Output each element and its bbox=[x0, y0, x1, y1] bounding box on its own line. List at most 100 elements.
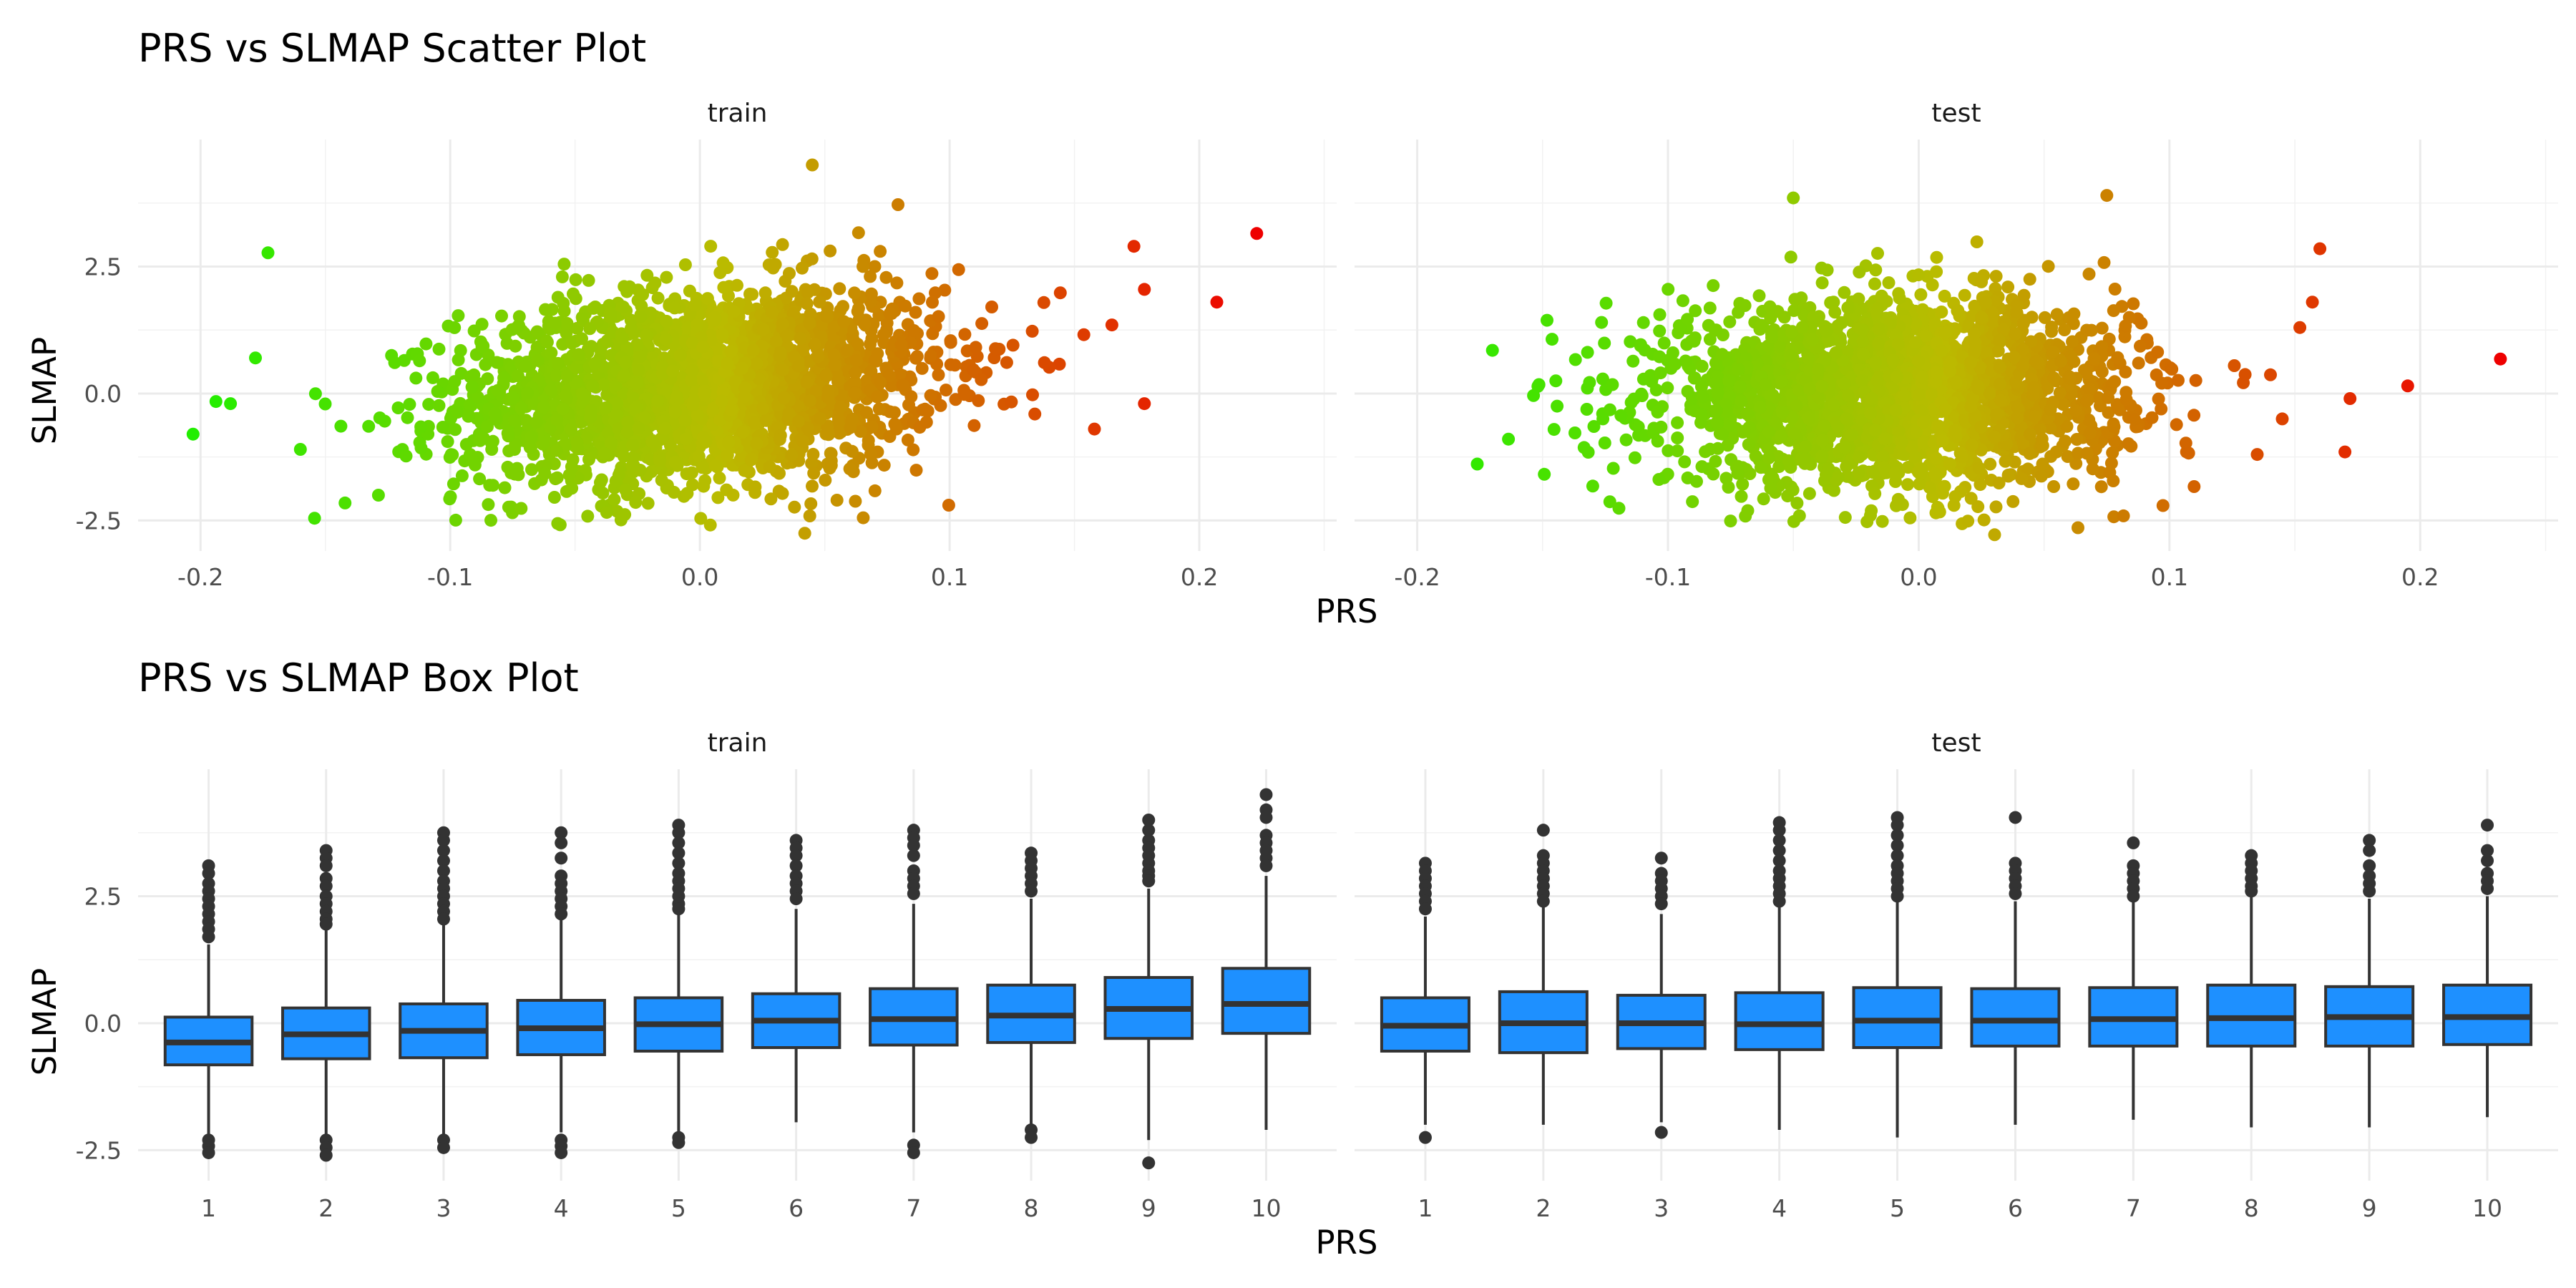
scatter-point bbox=[764, 492, 778, 506]
scatter-point bbox=[2024, 335, 2038, 348]
scatter-point bbox=[824, 447, 837, 460]
scatter-point bbox=[658, 421, 672, 435]
box-outlier bbox=[555, 852, 568, 865]
scatter-point bbox=[791, 414, 805, 428]
scatter-point bbox=[2494, 352, 2507, 366]
scatter-point bbox=[582, 273, 595, 287]
scatter-point bbox=[1676, 294, 1689, 308]
scatter-point bbox=[1028, 407, 1042, 421]
scatter-point bbox=[482, 498, 495, 512]
scatter-point bbox=[670, 390, 683, 404]
scatter-point bbox=[1822, 462, 1835, 475]
scatter-point bbox=[1889, 404, 1903, 417]
scatter-point bbox=[877, 328, 890, 341]
scatter-panel-train: train-0.2 -0.1 0.0 0.1 0.2-2.50.02.5 bbox=[76, 99, 1337, 591]
scatter-point bbox=[1895, 436, 1908, 449]
scatter-point bbox=[1784, 250, 1797, 264]
scatter-point bbox=[841, 343, 854, 357]
scatter-point bbox=[848, 375, 862, 389]
scatter-point bbox=[2041, 260, 2055, 273]
x-tick-label: 3 bbox=[436, 1194, 451, 1222]
scatter-point bbox=[1871, 247, 1884, 260]
scatter-point bbox=[560, 326, 573, 340]
scatter-point bbox=[889, 422, 903, 436]
scatter-point bbox=[1053, 286, 1067, 300]
scatter-point bbox=[1916, 303, 1929, 316]
scatter-point bbox=[2401, 379, 2414, 393]
scatter-point bbox=[1723, 315, 1737, 328]
scatter-point bbox=[1853, 265, 1866, 279]
scatter-point bbox=[708, 312, 722, 326]
scatter-point bbox=[846, 412, 859, 426]
scatter-point bbox=[1917, 434, 1931, 448]
y-tick-label: -2.5 bbox=[76, 1136, 122, 1164]
scatter-point bbox=[2145, 411, 2159, 424]
scatter-point bbox=[2132, 356, 2145, 370]
scatter-point bbox=[2102, 391, 2115, 404]
scatter-point bbox=[957, 388, 971, 401]
scatter-point bbox=[647, 436, 660, 449]
scatter-point bbox=[2064, 350, 2077, 364]
scatter-point bbox=[1890, 370, 1903, 384]
box-outlier bbox=[555, 836, 568, 849]
scatter-point bbox=[648, 276, 662, 290]
scatter-point bbox=[655, 474, 668, 487]
scatter-point bbox=[958, 328, 972, 341]
scatter-point bbox=[560, 369, 574, 383]
scatter-point bbox=[1776, 406, 1790, 419]
scatter-point bbox=[1586, 479, 1599, 493]
scatter-point bbox=[756, 401, 769, 415]
scatter-point bbox=[1913, 388, 1926, 401]
scatter-point bbox=[608, 493, 621, 507]
scatter-point bbox=[432, 342, 446, 356]
scatter-point bbox=[565, 336, 579, 350]
scatter-plot-title: PRS vs SLMAP Scatter Plot bbox=[138, 26, 646, 71]
scatter-point bbox=[892, 198, 904, 211]
scatter-point bbox=[1870, 307, 1883, 321]
scatter-point bbox=[1931, 502, 1945, 515]
scatter-point bbox=[498, 481, 512, 494]
scatter-point bbox=[636, 288, 650, 301]
scatter-point bbox=[1865, 392, 1878, 405]
scatter-point bbox=[1711, 441, 1724, 455]
scatter-point bbox=[1759, 378, 1772, 391]
scatter-point bbox=[1661, 381, 1674, 395]
scatter-point bbox=[502, 429, 515, 443]
scatter-point bbox=[1695, 460, 1709, 474]
scatter-point bbox=[1679, 354, 1692, 368]
scatter-point bbox=[711, 491, 725, 504]
scatter-point bbox=[2119, 319, 2132, 333]
scatter-point bbox=[1541, 313, 1553, 327]
scatter-point bbox=[748, 480, 762, 494]
scatter-point bbox=[1935, 344, 1948, 358]
scatter-point bbox=[1805, 333, 1819, 346]
scatter-point bbox=[441, 435, 454, 449]
scatter-point bbox=[1840, 412, 1853, 426]
scatter-point bbox=[467, 453, 480, 467]
scatter-point bbox=[2063, 371, 2077, 385]
scatter-point bbox=[1999, 454, 2012, 468]
scatter-point bbox=[883, 405, 897, 419]
scatter-point bbox=[1742, 438, 1755, 452]
scatter-point bbox=[413, 354, 426, 368]
scatter-point bbox=[1754, 461, 1767, 474]
scatter-point bbox=[2228, 359, 2241, 372]
scatter-point bbox=[551, 356, 565, 370]
scatter-point bbox=[1549, 374, 1563, 388]
scatter-point bbox=[1886, 353, 1900, 367]
scatter-point bbox=[1900, 371, 1913, 384]
scatter-point bbox=[1988, 431, 2001, 444]
scatter-point bbox=[641, 497, 655, 510]
scatter-point bbox=[539, 303, 552, 316]
scatter-point bbox=[2086, 462, 2099, 476]
scatter-point bbox=[1783, 349, 1797, 363]
scatter-point bbox=[632, 364, 645, 377]
scatter-point bbox=[756, 323, 770, 336]
scatter-point bbox=[1709, 376, 1722, 390]
scatter-point bbox=[796, 261, 809, 275]
scatter-point bbox=[736, 425, 750, 439]
scatter-point bbox=[1798, 452, 1811, 466]
scatter-point bbox=[436, 421, 449, 434]
scatter-point bbox=[1891, 493, 1905, 506]
scatter-point bbox=[824, 244, 837, 258]
